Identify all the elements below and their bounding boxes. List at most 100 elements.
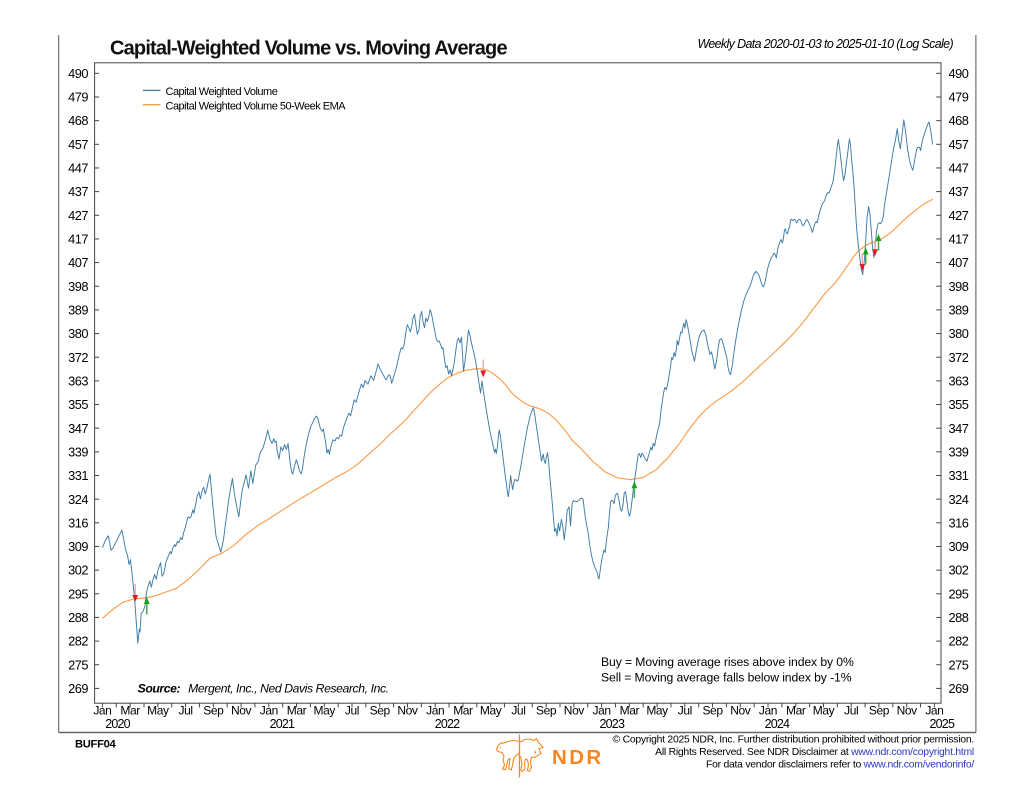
svg-text:For data vendor disclaimers re: For data vendor disclaimers refer to www… <box>706 759 974 770</box>
svg-text:Jul: Jul <box>511 704 525 718</box>
svg-text:437: 437 <box>68 184 88 199</box>
svg-text:Capital Weighted Volume 50-Wee: Capital Weighted Volume 50-Week EMA <box>166 100 347 112</box>
svg-text:372: 372 <box>68 350 88 365</box>
svg-text:Jan: Jan <box>925 704 943 718</box>
svg-text:Mar: Mar <box>120 704 140 718</box>
svg-text:Nov: Nov <box>897 704 918 718</box>
svg-text:2023: 2023 <box>599 717 624 731</box>
svg-text:2025: 2025 <box>929 717 954 731</box>
svg-text:324: 324 <box>68 492 88 507</box>
svg-text:295: 295 <box>68 586 88 601</box>
svg-text:Nov: Nov <box>397 704 418 718</box>
svg-text:316: 316 <box>68 515 88 530</box>
svg-text:Sep: Sep <box>536 704 557 718</box>
svg-text:Source:Mergent, Inc., Ned Davi: Source: Mergent, Inc., Ned Davis Research… <box>138 682 389 696</box>
svg-text:468: 468 <box>949 113 969 128</box>
svg-text:355: 355 <box>949 397 969 412</box>
svg-text:Mar: Mar <box>287 704 307 718</box>
svg-text:Jul: Jul <box>345 704 359 718</box>
svg-text:447: 447 <box>949 161 969 176</box>
svg-text:275: 275 <box>68 657 88 672</box>
svg-text:May: May <box>147 704 169 718</box>
svg-text:389: 389 <box>68 303 88 318</box>
svg-text:Sell = Moving average falls be: Sell = Moving average falls below index … <box>601 671 852 685</box>
svg-text:Mar: Mar <box>620 704 640 718</box>
svg-text:363: 363 <box>68 373 88 388</box>
svg-text:282: 282 <box>949 634 969 649</box>
svg-text:407: 407 <box>949 255 969 270</box>
svg-text:275: 275 <box>949 657 969 672</box>
svg-text:Jan: Jan <box>759 704 777 718</box>
svg-text:479: 479 <box>949 90 969 105</box>
svg-text:Jul: Jul <box>844 704 858 718</box>
svg-text:363: 363 <box>949 373 969 388</box>
svg-text:331: 331 <box>68 468 88 483</box>
svg-text:Jan: Jan <box>426 704 444 718</box>
svg-text:May: May <box>480 704 502 718</box>
svg-text:309: 309 <box>949 539 969 554</box>
svg-text:398: 398 <box>949 279 969 294</box>
svg-text:Sep: Sep <box>702 704 723 718</box>
svg-text:468: 468 <box>68 113 88 128</box>
svg-text:407: 407 <box>68 255 88 270</box>
svg-text:May: May <box>314 704 336 718</box>
svg-text:Capital-Weighted Volume vs. Mo: Capital-Weighted Volume vs. Moving Avera… <box>110 38 507 60</box>
svg-text:490: 490 <box>949 66 969 81</box>
svg-text:Buy = Moving average rises abo: Buy = Moving average rises above index b… <box>601 655 854 669</box>
svg-text:447: 447 <box>68 161 88 176</box>
svg-text:288: 288 <box>68 610 88 625</box>
svg-text:324: 324 <box>949 492 969 507</box>
svg-text:Jul: Jul <box>678 704 692 718</box>
svg-text:417: 417 <box>949 232 969 247</box>
svg-text:269: 269 <box>68 681 88 696</box>
svg-text:Sep: Sep <box>203 704 224 718</box>
svg-text:427: 427 <box>949 208 969 223</box>
svg-text:347: 347 <box>68 421 88 436</box>
svg-text:Jul: Jul <box>179 704 193 718</box>
svg-text:All Rights Reserved. See NDR D: All Rights Reserved. See NDR Disclaimer … <box>655 747 974 758</box>
svg-text:© Copyright 2025 NDR, Inc. Fur: © Copyright 2025 NDR, Inc. Further distr… <box>613 735 974 746</box>
svg-text:427: 427 <box>68 208 88 223</box>
svg-text:Sep: Sep <box>869 704 890 718</box>
svg-text:269: 269 <box>949 681 969 696</box>
svg-text:302: 302 <box>949 563 969 578</box>
svg-text:Mar: Mar <box>453 704 473 718</box>
svg-text:309: 309 <box>68 539 88 554</box>
svg-text:302: 302 <box>68 563 88 578</box>
svg-text:BUFF04: BUFF04 <box>75 739 117 751</box>
svg-text:437: 437 <box>949 184 969 199</box>
svg-text:331: 331 <box>949 468 969 483</box>
svg-text:316: 316 <box>949 515 969 530</box>
svg-text:Weekly Data 2020-01-03 to 2025: Weekly Data 2020-01-03 to 2025-01-10 (Lo… <box>697 37 953 51</box>
svg-text:Nov: Nov <box>231 704 252 718</box>
svg-text:2022: 2022 <box>435 717 460 731</box>
svg-text:389: 389 <box>949 303 969 318</box>
svg-text:NDR: NDR <box>552 746 604 769</box>
svg-text:May: May <box>813 704 835 718</box>
svg-text:398: 398 <box>68 279 88 294</box>
svg-text:Sep: Sep <box>370 704 391 718</box>
svg-text:355: 355 <box>68 397 88 412</box>
svg-text:457: 457 <box>949 137 969 152</box>
svg-text:490: 490 <box>68 66 88 81</box>
svg-text:Nov: Nov <box>730 704 751 718</box>
svg-text:380: 380 <box>949 326 969 341</box>
svg-text:417: 417 <box>68 232 88 247</box>
svg-text:380: 380 <box>68 326 88 341</box>
svg-text:339: 339 <box>949 444 969 459</box>
svg-text:Mar: Mar <box>786 704 806 718</box>
svg-text:347: 347 <box>949 421 969 436</box>
svg-text:282: 282 <box>68 634 88 649</box>
svg-text:2020: 2020 <box>105 717 130 731</box>
svg-text:295: 295 <box>949 586 969 601</box>
svg-text:372: 372 <box>949 350 969 365</box>
svg-text:Capital Weighted Volume: Capital Weighted Volume <box>166 86 278 98</box>
svg-text:Jan: Jan <box>93 704 111 718</box>
svg-text:339: 339 <box>68 444 88 459</box>
svg-text:Nov: Nov <box>564 704 585 718</box>
svg-text:479: 479 <box>68 90 88 105</box>
svg-text:457: 457 <box>68 137 88 152</box>
svg-text:2024: 2024 <box>765 717 790 731</box>
svg-text:May: May <box>646 704 668 718</box>
svg-text:288: 288 <box>949 610 969 625</box>
